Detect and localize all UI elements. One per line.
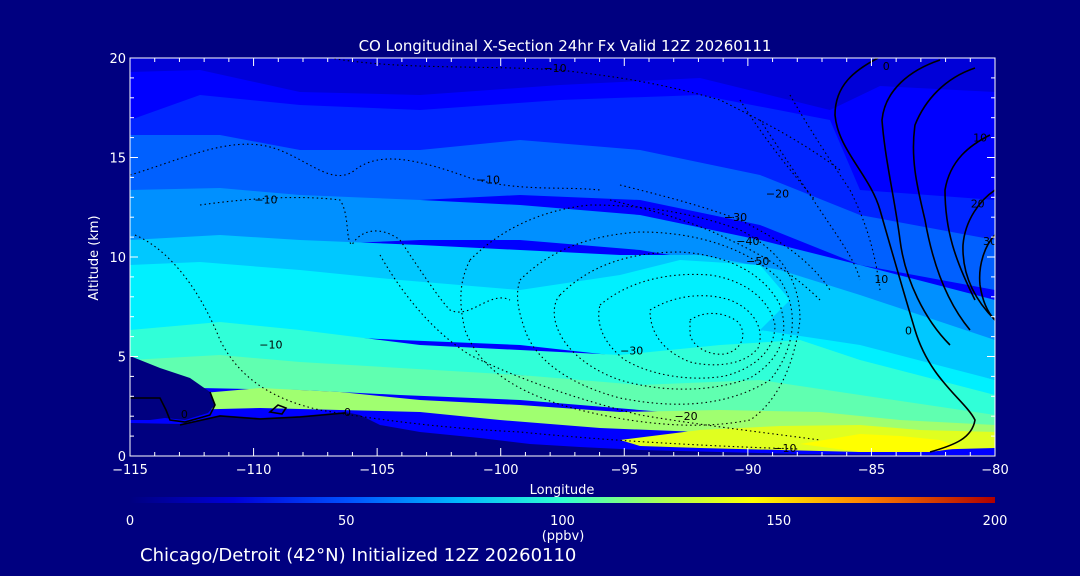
y-tick-label: 15 [109,152,126,167]
contour-gradient-2 [609,199,821,301]
contour-label: 0 [181,408,188,421]
contour-label: −20 [674,410,697,423]
contour-zero-east [834,58,976,453]
contour-labels: −10 −10 −10 −10 −30 −40 −50 −30 −20 −10 −20 0 0 0 0 10 1… [181,60,997,455]
contour-neg-core [689,312,744,355]
colorbar-tick-label: 100 [550,514,575,529]
colorbar-ticks: 0 50 100 150 200 [126,514,1008,529]
contour-label: −10 [254,193,277,206]
contour-label: 0 [905,325,912,338]
colorbar-tick-label: 50 [338,514,355,529]
contour-30-east-b [978,234,995,321]
contour-20-east [944,134,991,301]
colorbar-units: (ppbv) [542,529,585,544]
chart-title: CO Longitudinal X-Section 24hr Fx Valid … [359,37,772,55]
contour-label: 10 [874,273,888,286]
x-tick-label: −90 [734,463,761,478]
colorbar-tick-label: 0 [126,514,134,529]
x-tick-label: −80 [981,463,1008,478]
contour-label: −10 [773,442,796,455]
contour-label: 0 [883,60,890,73]
contour-zero-bump [268,404,288,415]
contour-label: −40 [736,235,759,248]
colorbar-tick-label: 150 [766,514,791,529]
y-tick-label: 10 [109,251,126,266]
contour-neg60 [649,295,761,366]
chart-subtitle: Chicago/Detroit (42°N) Initialized 12Z 2… [140,545,576,566]
x-tick-label: −115 [112,463,148,478]
field-band-top-dark [130,58,995,110]
contour-label: −10 [477,173,500,186]
left-low-region [130,356,215,420]
contour-label: 20 [971,197,985,210]
field-band-blue-3 [130,188,995,340]
y-axis: 0 5 10 15 20 [109,52,995,465]
contour-label: −10 [259,339,282,352]
contour-label: −10 [543,62,566,75]
field-band-cyan-1 [130,235,995,380]
contour-neg40 [553,251,785,390]
plot-area: −10 −10 −10 −10 −30 −40 −50 −30 −20 −10 −20 0 0 0 0 10 1… [130,58,997,456]
x-tick-label: −95 [611,463,638,478]
contour-gradient-3 [759,119,861,281]
colorbar-tick-label: 200 [983,514,1008,529]
contour-label: −30 [620,345,643,358]
terrain-mask [130,412,995,456]
y-tick-label: 20 [109,52,126,67]
contour-terrain-line [179,412,346,426]
contour-label: −50 [746,255,769,268]
contour-neg-mid [379,254,821,441]
y-tick-label: 0 [118,450,126,465]
contour-label: 0 [344,406,351,419]
contour-neg10-left [134,234,801,450]
contour-gradient-1 [619,184,831,291]
contour-neg10-top [329,58,841,171]
contour-10-east-b [912,67,976,331]
field-band-bright-yellow [800,434,960,452]
co-concentration-field [130,58,995,456]
contour-10-east [881,59,951,346]
positive-contours [130,58,995,453]
contour-neg10-upper [130,143,601,191]
x-axis-label: Longitude [530,483,595,498]
x-tick-label: −105 [359,463,395,478]
contour-30-east [962,189,995,321]
field-band-blue-2 [130,135,995,290]
x-tick-label: −110 [236,463,272,478]
x-tick-label: −100 [483,463,519,478]
contour-label: 30 [983,235,997,248]
y-axis-label: Altitude (km) [87,215,102,300]
contour-label: −20 [766,187,789,200]
contour-label: −30 [724,211,747,224]
contour-zero-west [130,391,216,423]
x-tick-label: −85 [858,463,885,478]
y-tick-label: 5 [118,351,126,366]
negative-contours [130,58,881,450]
colorbar [130,497,995,503]
contour-label: 10 [973,132,987,145]
x-axis: −115 −110 −105 −100 −95 −90 −85 −80 [112,58,1009,478]
